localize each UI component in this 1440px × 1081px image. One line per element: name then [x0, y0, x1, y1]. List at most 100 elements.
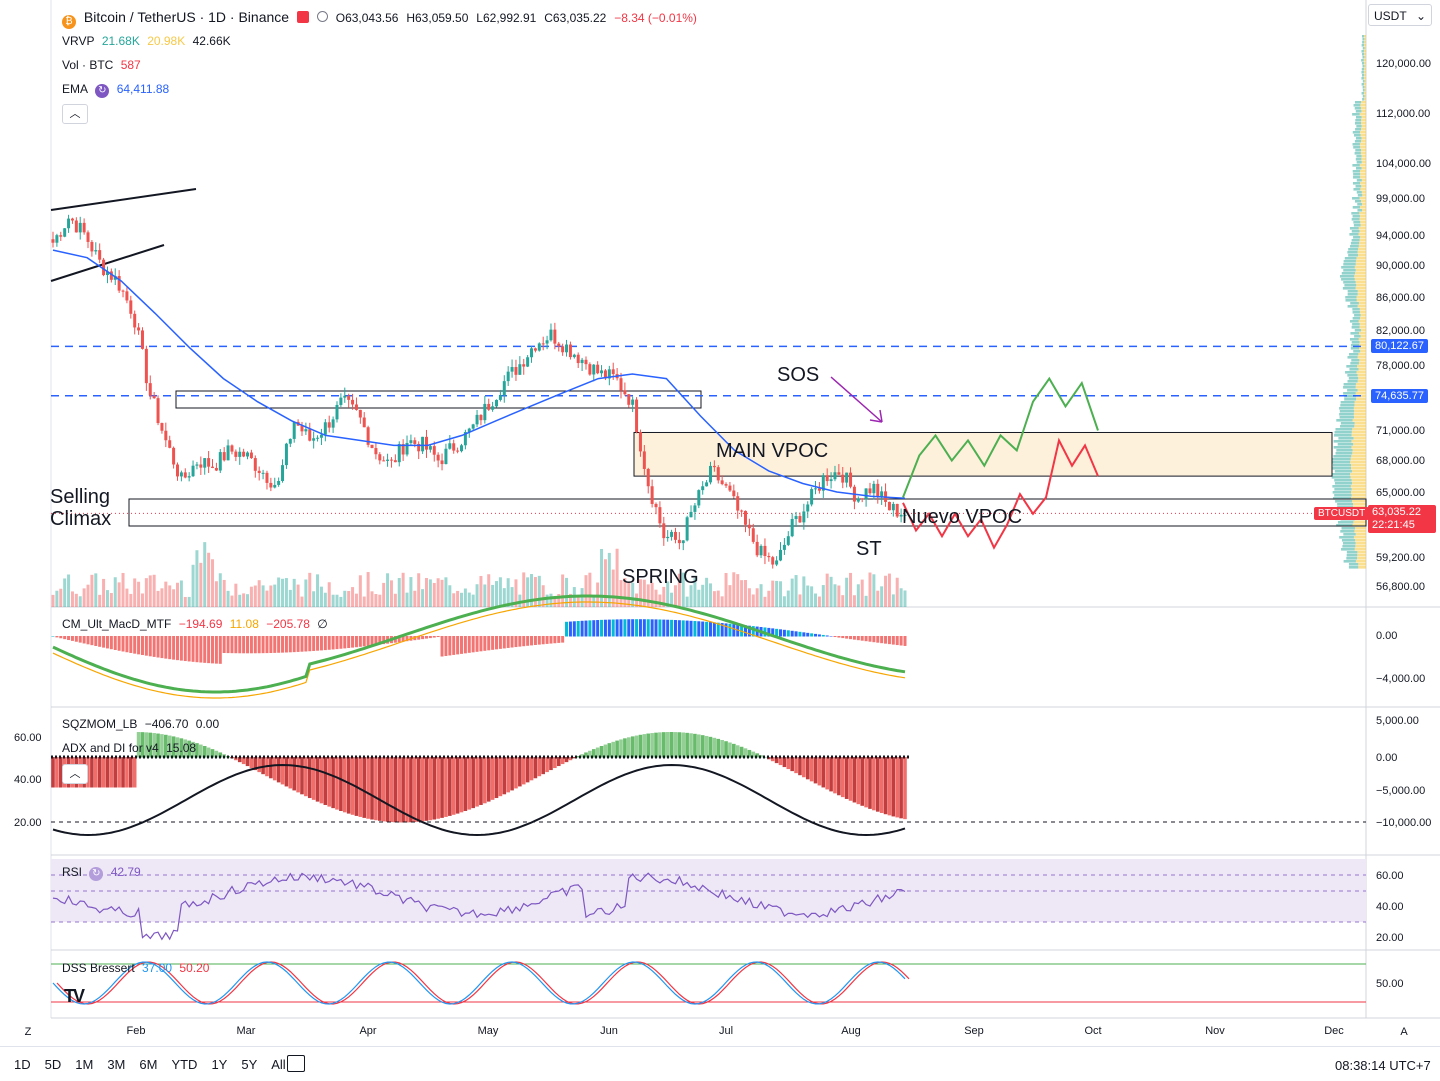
ohlc-high: H63,059.50 — [406, 11, 468, 25]
selling-climax-label-2[interactable]: Climax — [50, 508, 111, 531]
collapse-pane-button[interactable]: ︿ — [62, 764, 88, 784]
volume-profile-bar — [1353, 311, 1360, 314]
macd-histogram-bar — [94, 636, 97, 646]
collapse-legend-button[interactable]: ︿ — [62, 104, 88, 124]
candle — [542, 343, 545, 344]
volume-profile-bar — [1358, 293, 1366, 296]
spring-label[interactable]: SPRING — [622, 566, 699, 589]
macd-histogram-bar — [526, 636, 529, 646]
volume-bar — [71, 591, 74, 607]
volume-profile-bar — [1364, 38, 1366, 41]
range-button-3m[interactable]: 3M — [107, 1057, 125, 1072]
volume-bar — [468, 593, 471, 607]
volume-profile-bar — [1343, 386, 1356, 389]
candle — [588, 364, 591, 374]
candle — [339, 398, 342, 405]
volume-profile-bar — [1347, 251, 1357, 254]
macd-legend[interactable]: CM_Ult_MacD_MTF −194.69 11.08 −205.78 ∅ — [62, 617, 332, 631]
range-button-5d[interactable]: 5D — [45, 1057, 62, 1072]
squeeze-bar — [425, 757, 429, 821]
volume-profile-bar — [1343, 269, 1356, 272]
calendar-icon[interactable] — [287, 1055, 305, 1072]
volume-profile-bar — [1365, 47, 1366, 50]
volume-profile-bar — [1362, 74, 1364, 77]
squeeze-bar — [487, 757, 491, 802]
volume-bar — [697, 590, 700, 607]
volume-bar — [534, 577, 537, 607]
volume-profile-bar — [1353, 236, 1360, 239]
sos-arrow[interactable] — [831, 377, 882, 422]
candle — [371, 445, 374, 448]
range-button-1y[interactable]: 1Y — [211, 1057, 227, 1072]
nuevo-vpoc-zone[interactable] — [129, 499, 1366, 526]
vrvp-legend[interactable]: VRVP 21.68K 20.98K 42.66K — [62, 34, 235, 48]
squeeze-bar — [534, 757, 538, 778]
volume-profile-bar — [1359, 362, 1366, 365]
candle — [238, 452, 241, 457]
trend-line-upper[interactable] — [51, 189, 196, 210]
main-vpoc-label[interactable]: MAIN VPOC — [716, 440, 828, 463]
volume-profile-bar — [1352, 197, 1360, 200]
volume-profile-bar — [1353, 176, 1360, 179]
macd-histogram-bar — [293, 636, 296, 652]
volume-profile-bar — [1360, 206, 1366, 209]
volume-profile-bar — [1357, 191, 1362, 194]
st-label[interactable]: ST — [856, 538, 882, 561]
volume-bar — [176, 583, 179, 607]
clock[interactable]: 08:38:14 UTC+7 — [1335, 1058, 1431, 1073]
volume-profile-bar — [1361, 335, 1366, 338]
volume-bar — [223, 580, 226, 607]
price-axis-label: 56,800.00 — [1376, 581, 1425, 593]
macd-histogram-bar — [425, 636, 428, 639]
currency-select[interactable]: USDT ⌄ — [1368, 4, 1432, 26]
volume-profile-bar — [1358, 563, 1366, 566]
rsi-legend[interactable]: RSI ↻ 42.79 — [62, 865, 145, 881]
volume-profile-bar — [1341, 401, 1355, 404]
candle — [651, 486, 654, 504]
range-button-all[interactable]: All — [271, 1057, 285, 1072]
volume-profile-bar — [1358, 374, 1366, 377]
squeeze-bar — [417, 757, 421, 822]
sqz-legend[interactable]: SQZMOM_LB −406.70 0.00 — [62, 717, 223, 731]
sqz-axis-label: −5,000.00 — [1376, 785, 1425, 797]
range-button-5y[interactable]: 5Y — [241, 1057, 257, 1072]
volume-bar — [658, 595, 661, 607]
volume-bar — [452, 593, 455, 607]
adx-legend[interactable]: ADX and DI for v4 15.08 — [62, 741, 200, 755]
volume-profile-bar — [1333, 464, 1351, 467]
ema-legend[interactable]: EMA ↻ 64,411.88 — [62, 82, 173, 98]
squeeze-bar — [608, 743, 612, 757]
volume-profile-bar — [1356, 392, 1366, 395]
macd-histogram-bar — [145, 636, 148, 656]
range-button-6m[interactable]: 6M — [139, 1057, 157, 1072]
volume-profile-bar — [1361, 158, 1366, 161]
vol-legend[interactable]: Vol · BTC 587 — [62, 58, 145, 72]
macd-histogram-bar — [114, 636, 117, 650]
macd-histogram-bar — [421, 636, 424, 639]
volume-profile-bar — [1352, 218, 1360, 221]
range-button-1m[interactable]: 1M — [75, 1057, 93, 1072]
alert-icon[interactable] — [297, 11, 309, 23]
symbol-title[interactable]: Bitcoin / TetherUS · 1D · Binance — [84, 9, 289, 25]
range-button-1d[interactable]: 1D — [14, 1057, 31, 1072]
candle — [507, 372, 510, 382]
candle — [258, 471, 261, 473]
macd-histogram-bar — [207, 636, 210, 663]
squeeze-bar — [471, 757, 475, 808]
macd-histogram-bar — [666, 620, 669, 637]
volume-bar — [767, 591, 770, 607]
macd-histogram-bar — [452, 636, 455, 655]
volume-profile-bar — [1354, 314, 1361, 317]
dss-legend[interactable]: DSS Bressert 37.00 50.20 — [62, 961, 213, 975]
volume-profile-bar — [1362, 38, 1364, 41]
squeeze-bar — [382, 757, 386, 821]
vrvp-value-total: 42.66K — [193, 34, 231, 48]
candle — [872, 484, 875, 493]
selling-climax-label-1[interactable]: Selling — [50, 486, 110, 509]
volume-bar — [55, 591, 58, 607]
nuevo-vpoc-label[interactable]: Nuevo VPOC — [902, 506, 1022, 529]
range-button-ytd[interactable]: YTD — [171, 1057, 197, 1072]
macd-histogram-bar — [565, 622, 568, 637]
sos-label[interactable]: SOS — [777, 364, 819, 387]
